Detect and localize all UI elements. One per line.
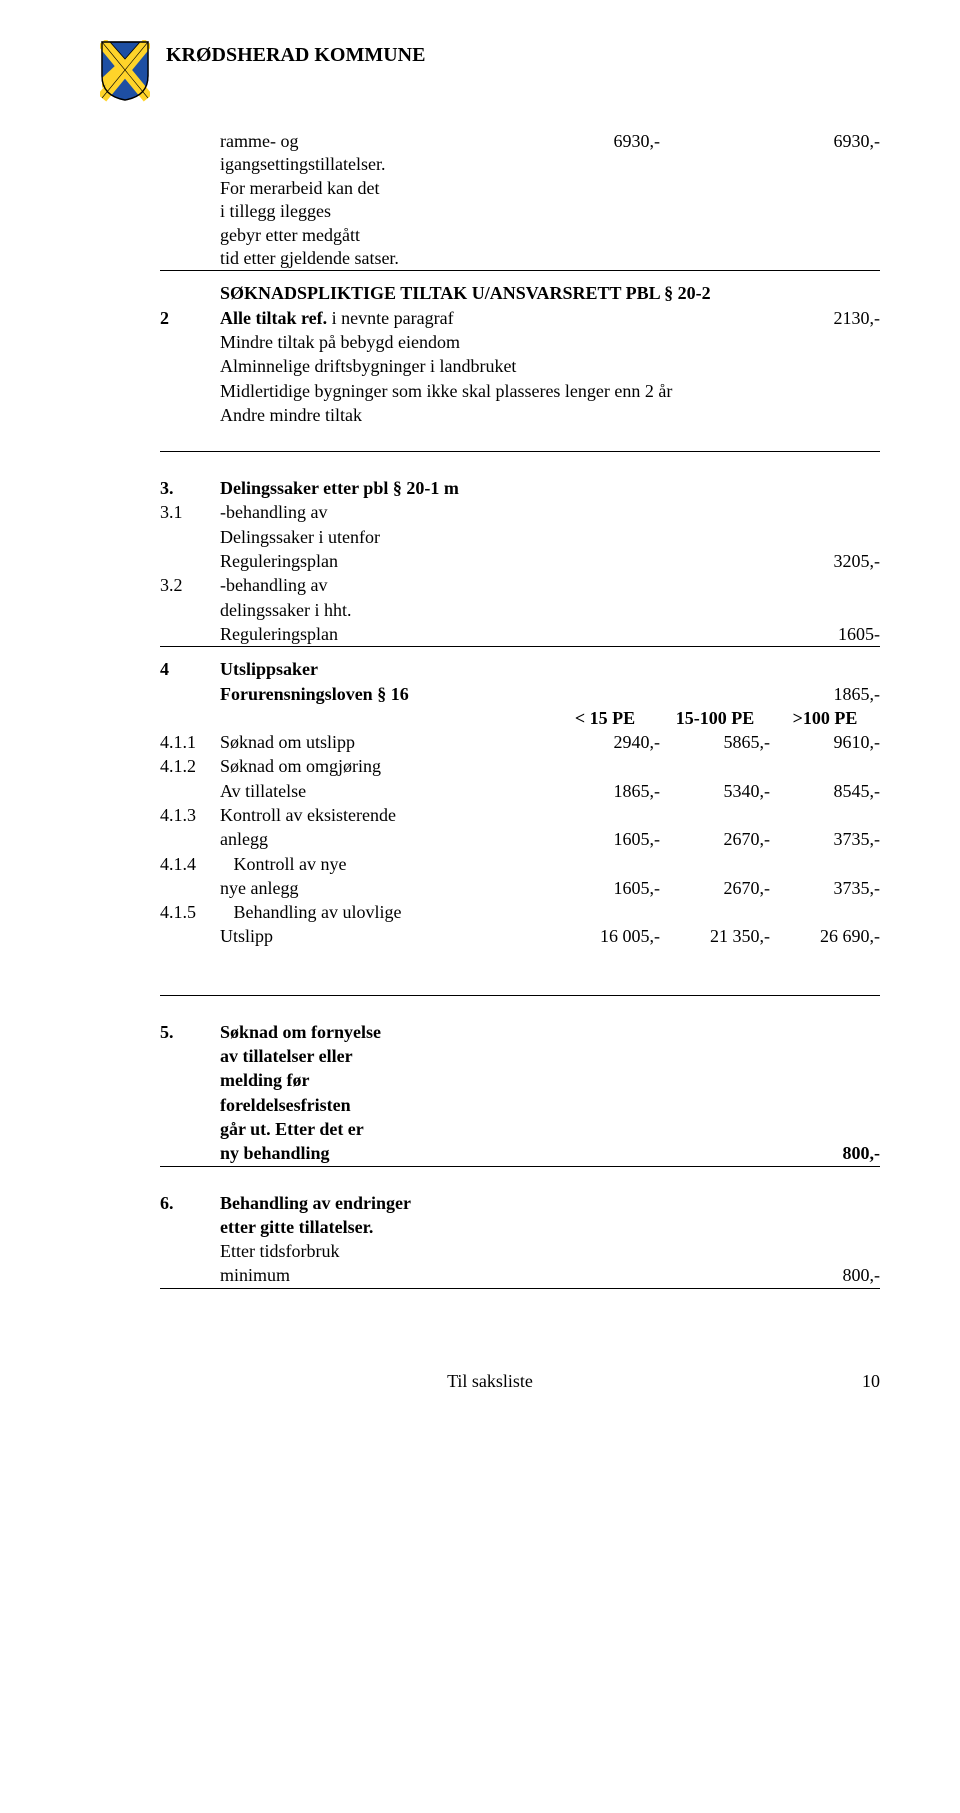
text: Utslipp [220,924,550,948]
text: Midlertidige bygninger som ikke skal pla… [220,379,880,403]
column-header: >100 PE [770,706,880,730]
text: Mindre tiltak på bebygd eiendom [220,330,880,354]
text: anlegg [220,827,550,851]
column-header: < 15 PE [550,706,660,730]
value: 21 350,- [660,924,770,948]
text: Alminnelige driftsbygninger i landbruket [220,354,880,378]
row-id: 4.1.3 [160,803,220,827]
section-id: 2 [160,306,220,330]
section-id: 3.2 [160,573,220,597]
value: 2670,- [660,876,770,900]
row-id: 4.1.5 [160,900,220,924]
value: 800,- [770,1141,880,1165]
page-header: KRØDSHERAD KOMMUNE [100,40,880,102]
text: Delingssaker i utenfor [220,525,880,549]
value: 26 690,- [770,924,880,948]
section-heading: Utslippsaker [220,657,880,681]
text: Søknad om omgjøring [220,754,880,778]
value: 16 005,- [550,924,660,948]
text: Behandling av ulovlige [220,900,880,924]
text: gebyr etter medgått [220,224,880,247]
text: -behandling av [220,500,880,524]
value: 800,- [770,1263,880,1287]
value: 9610,- [770,730,880,754]
section-heading: SØKNADSPLIKTIGE TILTAK U/ANSVARSRETT PBL… [220,281,880,305]
value: 6930,- [770,130,880,153]
text: Av tillatelse [220,779,550,803]
text: Etter tidsforbruk [220,1239,880,1263]
text: For merarbeid kan det [220,177,880,200]
text: Reguleringsplan [220,549,550,573]
text: melding før [220,1068,880,1092]
text: Søknad om fornyelse [220,1020,880,1044]
text: Kontroll av nye [220,852,880,876]
document-body: ramme- og 6930,- 6930,- igangsettingstil… [100,130,880,1289]
kommune-title: KRØDSHERAD KOMMUNE [166,40,425,69]
page-footer: Til saksliste 10 [100,1369,880,1393]
value: 1865,- [770,682,880,706]
text: foreldelsesfristen [220,1093,880,1117]
section-id: 5. [160,1020,220,1044]
row-id: 4.1.1 [160,730,220,754]
section-id: 3. [160,476,220,500]
value: 2670,- [660,827,770,851]
value: 6930,- [550,130,660,153]
value: 5340,- [660,779,770,803]
value: 1865,- [550,779,660,803]
text-row: ramme- og 6930,- 6930,- [160,130,880,153]
text: Forurensningsloven § 16 [220,682,550,706]
text: minimum [220,1263,550,1287]
text: Reguleringsplan [220,622,550,646]
text: igangsettingstillatelser. [220,153,880,176]
text: tid etter gjeldende satser. [220,247,550,270]
value: 1605,- [550,876,660,900]
section-heading: Delingssaker etter pbl § 20-1 m [220,476,880,500]
value: 1605,- [550,827,660,851]
text: Andre mindre tiltak [220,403,880,427]
footer-link[interactable]: Til saksliste [447,1369,533,1393]
text: nye anlegg [220,876,550,900]
value: 2940,- [550,730,660,754]
row-id: 4.1.2 [160,754,220,778]
text: i tillegg ilegges [220,200,880,223]
text: Behandling av endringer [220,1191,880,1215]
page-number: 10 [862,1369,880,1393]
value: 5865,- [660,730,770,754]
row-id: 4.1.4 [160,852,220,876]
section-id: 4 [160,657,220,681]
value: 3735,- [770,827,880,851]
text: ny behandling [220,1141,550,1165]
value: 1605- [770,622,880,646]
text: går ut. Etter det er [220,1117,880,1141]
text: Kontroll av eksisterende [220,803,880,827]
text: ramme- og [220,130,550,153]
text: etter gitte tillatelser. [220,1215,880,1239]
value: 2130,- [770,306,880,330]
text: av tillatelser eller [220,1044,880,1068]
text: Alle tiltak ref. i nevnte paragraf [220,306,550,330]
section-id: 6. [160,1191,220,1215]
value: 8545,- [770,779,880,803]
value: 3205,- [770,549,880,573]
text: Søknad om utslipp [220,730,550,754]
shield-icon [100,40,150,102]
column-header: 15-100 PE [660,706,770,730]
text: -behandling av [220,573,880,597]
text: delingssaker i hht. [220,598,880,622]
value: 3735,- [770,876,880,900]
table-row: 4.1.1 Søknad om utslipp 2940,- 5865,- 96… [160,730,880,754]
section-id: 3.1 [160,500,220,524]
